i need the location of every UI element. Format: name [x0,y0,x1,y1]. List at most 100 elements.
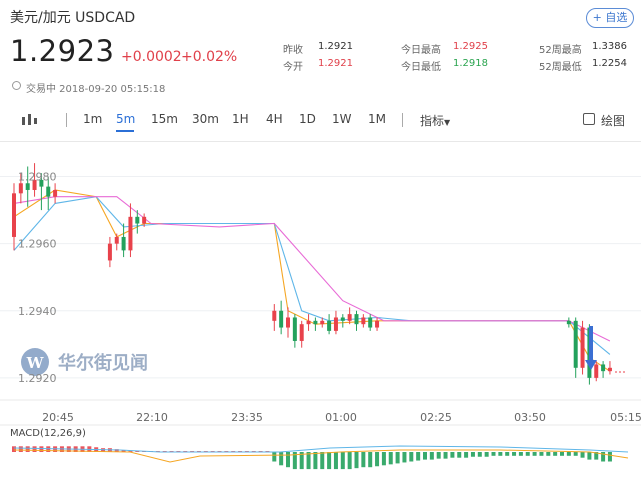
macd-bar [128,451,133,452]
candle-body [607,367,612,372]
indicator-menu[interactable]: 指标▼ [420,112,450,129]
macd-bar [539,452,544,456]
period-30m[interactable]: 30m [192,112,219,126]
macd-bar [25,446,30,452]
candle [46,176,51,211]
add-watchlist-button[interactable]: + 自选 [586,8,634,28]
macd-bar [484,452,489,457]
quote-label-day-high: 今日最高 [401,45,441,56]
candle-body [368,317,373,328]
candle [135,210,140,234]
macd-bar [443,452,448,459]
caret-down-icon: ▼ [444,118,451,127]
candlestick-icon[interactable] [21,114,41,126]
draw-button[interactable]: 绘图 [601,114,626,128]
macd-bar [601,452,606,462]
period-1h[interactable]: 1H [232,112,249,126]
page-title: 美元/加元 USDCAD [10,10,136,26]
macd-bar [327,452,332,470]
candle [340,314,345,328]
candle [333,310,338,335]
x-tick-label: 03:50 [514,411,546,424]
quote-label-open: 今开 [283,62,303,73]
quote-value-52w-low: 1.2254 [592,58,627,69]
macd-label: MACD(12,26,9) [10,428,86,439]
candle-body [573,320,578,368]
candle-body [333,317,338,331]
candle [306,314,311,331]
x-tick-label: 02:25 [420,411,452,424]
candle [601,361,606,378]
candle-body [46,186,51,197]
candle [272,304,277,331]
candle-body [347,314,352,321]
candle-body [18,183,23,194]
macd-bar [299,452,304,470]
candle [292,314,297,348]
macd-bar [135,451,140,452]
macd-bar [518,452,523,456]
candle-body [107,243,112,261]
period-1mo[interactable]: 1M [368,112,386,126]
macd-bar [560,452,564,456]
candle [313,317,318,331]
macd-bar [566,452,571,456]
watermark: W 华尔街见闻 [21,348,148,376]
macd-bar [354,452,359,469]
candle [286,307,290,338]
x-tick-label: 22:10 [136,411,168,424]
watermark-logo-icon [21,348,49,376]
trading-status: 交易中 2018-09-20 05:15:18 [26,84,166,95]
macd-bar [340,452,345,470]
candle-body [354,314,359,325]
period-1m[interactable]: 1m [83,112,103,126]
macd-bar [409,452,414,462]
macd-bar [39,446,44,452]
macd-bar [18,446,23,452]
price-change: +0.0002 [121,49,182,65]
candle [566,317,571,328]
macd-bar [553,452,558,456]
ma-line-blue [13,196,611,355]
macd-bar [12,446,16,452]
draw-icon[interactable] [583,113,595,125]
macd-bar [32,446,37,452]
macd-bar [320,452,325,470]
period-1d[interactable]: 1D [299,112,316,126]
candle [121,223,126,258]
candle [375,317,380,331]
macd-bar [436,452,441,459]
macd-bar [525,452,530,456]
toolbar-divider [402,113,403,127]
period-4h[interactable]: 4H [266,112,283,126]
macd-bar [423,452,427,460]
candle [142,213,147,227]
candle-body [286,317,290,328]
candle [128,203,133,258]
period-5m[interactable]: 5m [116,112,136,126]
candle [299,320,304,348]
candle-body [114,236,119,244]
clock-icon [12,81,21,90]
period-1w[interactable]: 1W [332,112,352,126]
macd-bar [498,452,503,456]
y-tick-label: 1.2920 [18,372,57,385]
candle-body [121,236,126,251]
macd-dif-line [13,445,629,453]
macd-bar [313,452,318,470]
candle-body [12,193,16,237]
macd-bar [306,452,311,470]
candle [53,183,58,204]
chart-top-border [0,141,641,142]
candle [114,233,119,251]
toolbar-divider [66,113,67,127]
candle [32,163,37,197]
quote-label-day-low: 今日最低 [401,62,441,73]
macd-bar [121,450,126,452]
macd-bar [532,452,537,456]
candle [361,314,366,328]
period-15m[interactable]: 15m [151,112,178,126]
candle-body [142,216,147,224]
candle [39,173,44,211]
